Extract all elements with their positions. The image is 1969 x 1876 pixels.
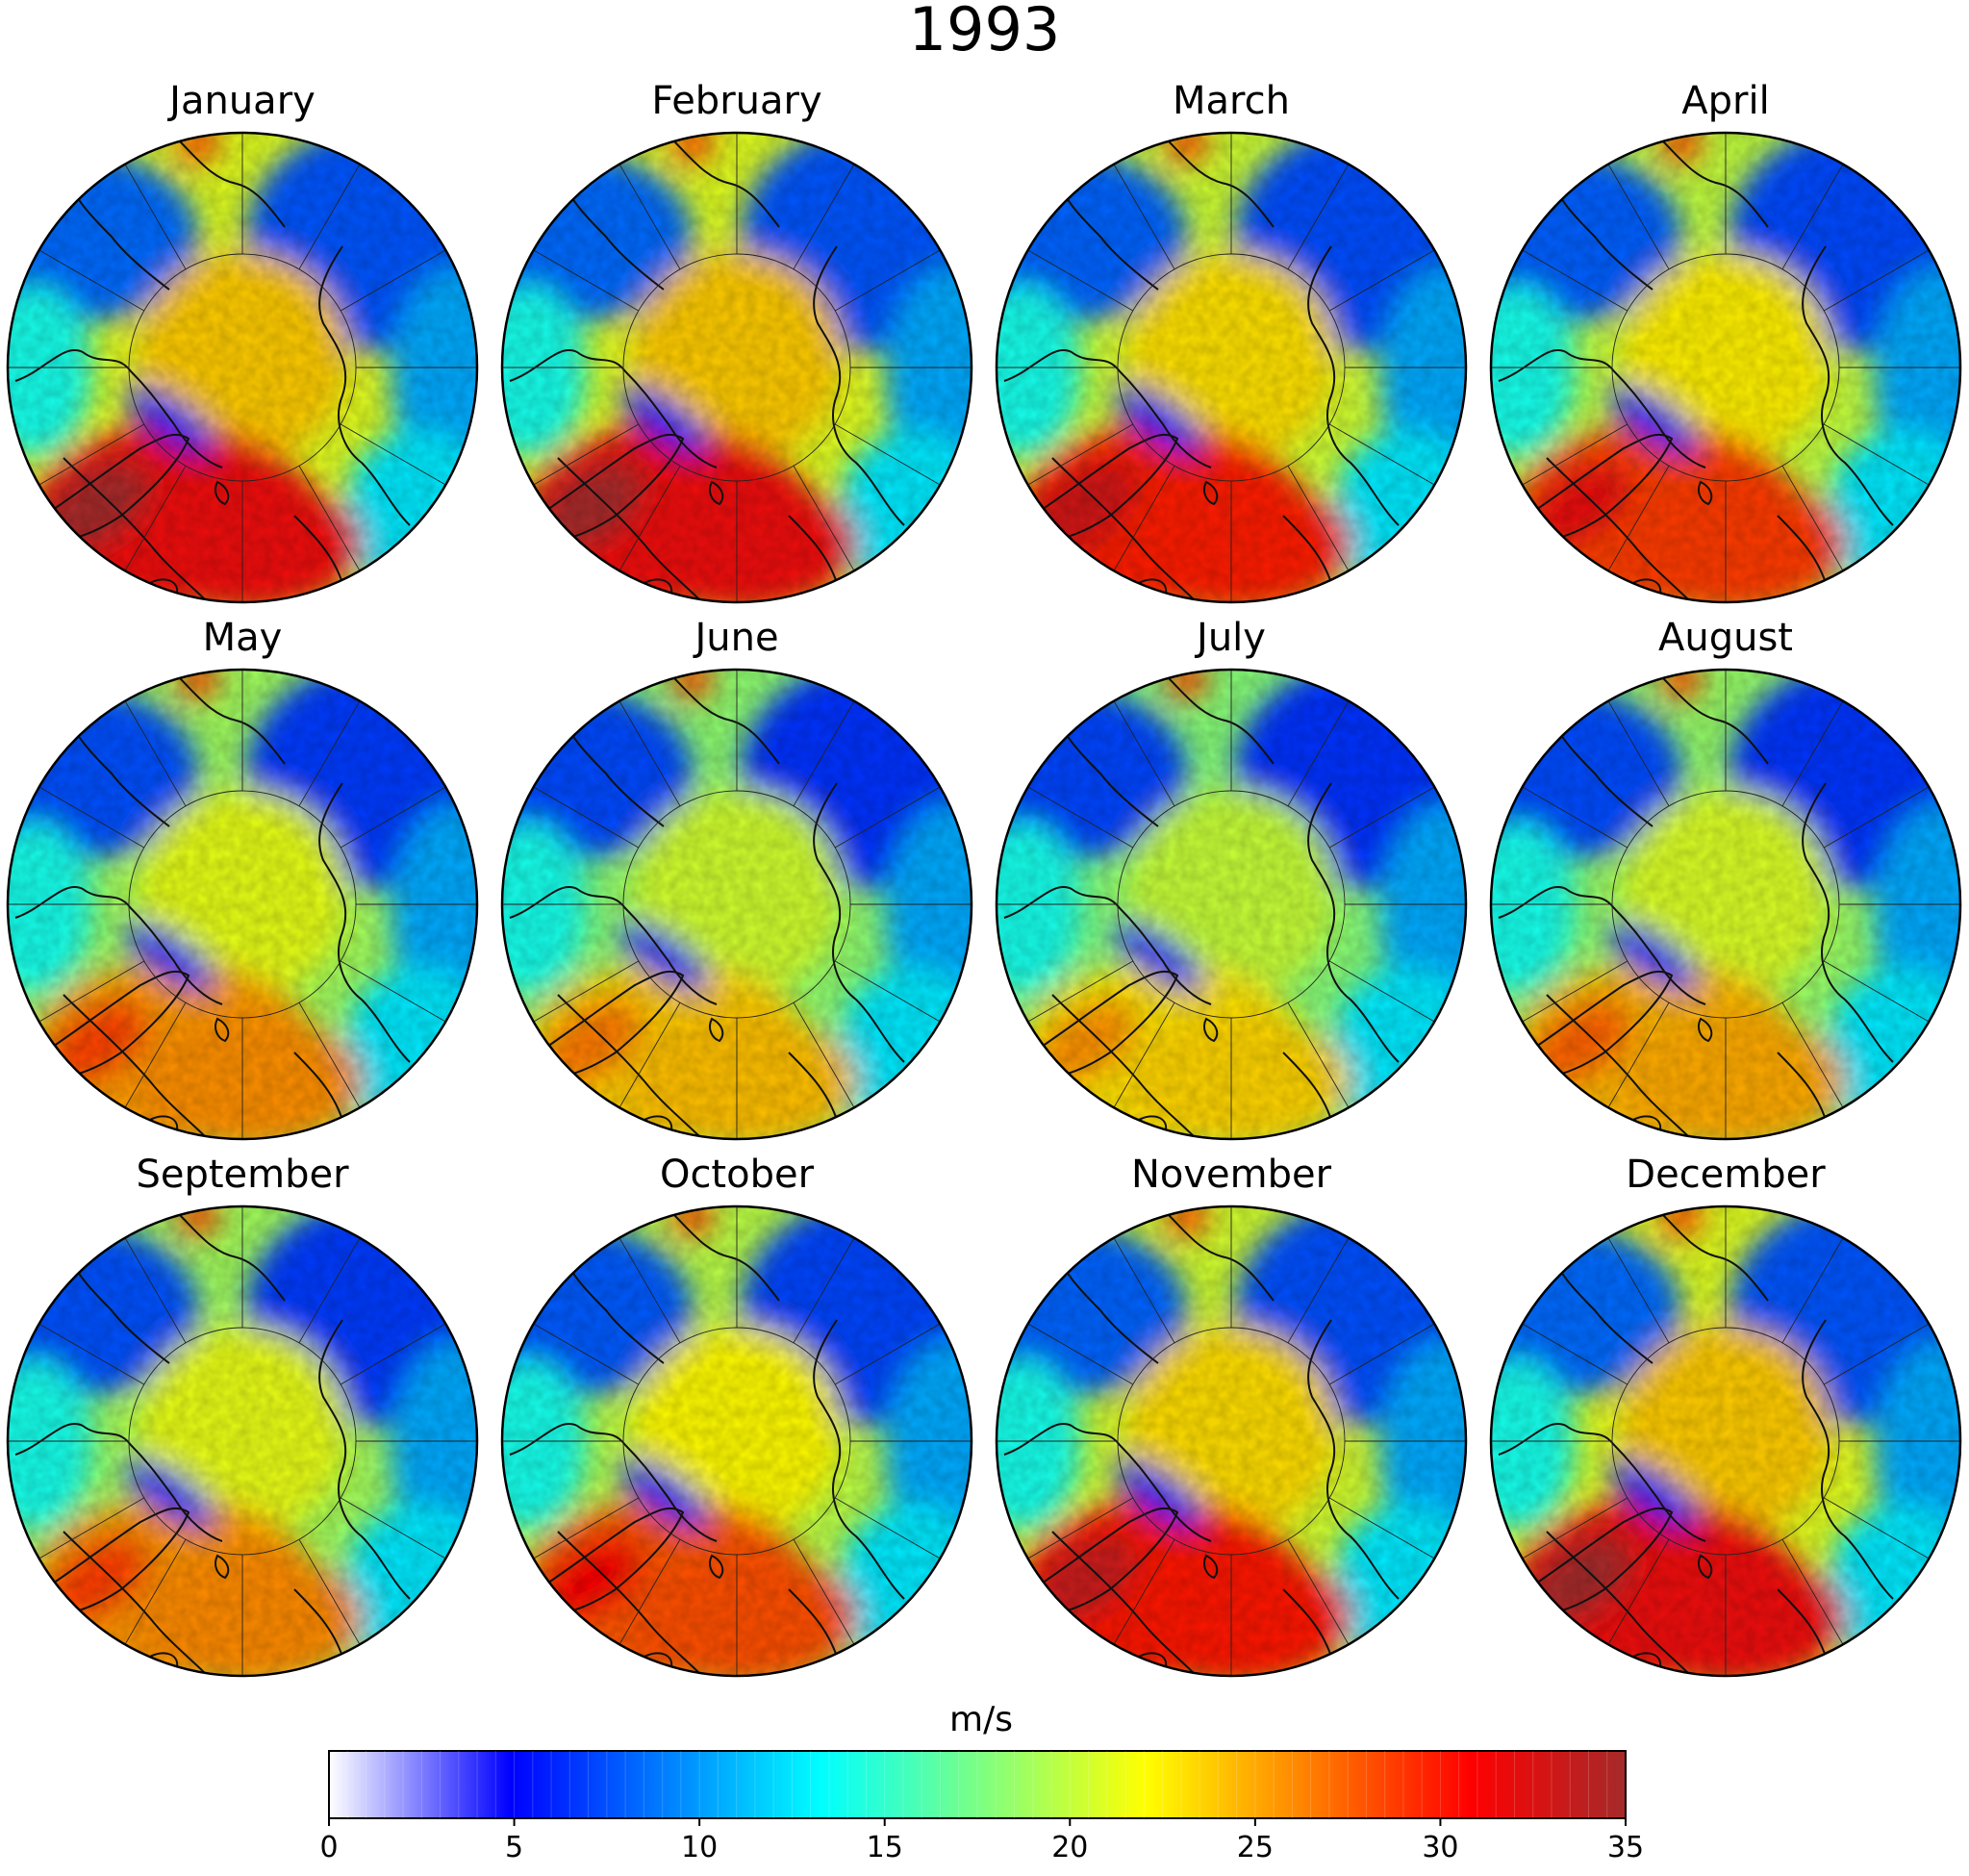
colorbar-tick-label: 20 [1051,1831,1088,1863]
map-panel: February [496,77,977,616]
map-panel: January [2,77,483,616]
map-panel: November [991,1151,1472,1689]
colorbar-tick-label: 5 [505,1831,523,1863]
panel-title: April [1681,79,1770,123]
polar-map [995,668,1468,1141]
map-panel: July [991,614,1472,1153]
map-panel: December [1485,1151,1966,1689]
polar-map [1489,131,1962,604]
colorbar-gradient [328,1750,1627,1819]
map-panel: April [1485,77,1966,616]
panel-title: December [1626,1153,1826,1197]
polar-map [6,668,479,1141]
map-panel: May [2,614,483,1153]
polar-map [500,1204,973,1678]
panel-title: August [1658,616,1793,660]
map-panel: August [1485,614,1966,1153]
map-panel: October [496,1151,977,1689]
colorbar-label: m/s [949,1700,1013,1739]
map-panel: September [2,1151,483,1689]
colorbar-tick-label: 0 [319,1831,338,1863]
figure-title: 1993 [908,0,1061,64]
colorbar-tick-label: 25 [1237,1831,1274,1863]
polar-map [500,131,973,604]
panel-title: October [659,1153,815,1197]
colorbar-tick-label: 10 [681,1831,718,1863]
colorbar-tick-label: 35 [1607,1831,1644,1863]
panel-title: July [1197,616,1266,660]
panel-title: November [1130,1153,1332,1197]
panel-title: February [651,79,822,123]
map-panel: March [991,77,1472,616]
panel-title: September [136,1153,349,1197]
colorbar-tick-label: 30 [1422,1831,1458,1863]
colorbar-tick-label: 15 [867,1831,903,1863]
panel-title: March [1173,79,1290,123]
polar-map [1489,1204,1962,1678]
panel-title: May [202,616,283,660]
polar-map [6,131,479,604]
polar-map [1489,668,1962,1141]
map-panel: June [496,614,977,1153]
colorbar: 0 5 10 15 20 25 30 35 [319,1750,1644,1863]
panel-title: June [694,616,779,660]
polar-map [6,1204,479,1678]
polar-map [995,1204,1468,1678]
panel-title: January [169,79,316,123]
polar-map [500,668,973,1141]
polar-map [995,131,1468,604]
